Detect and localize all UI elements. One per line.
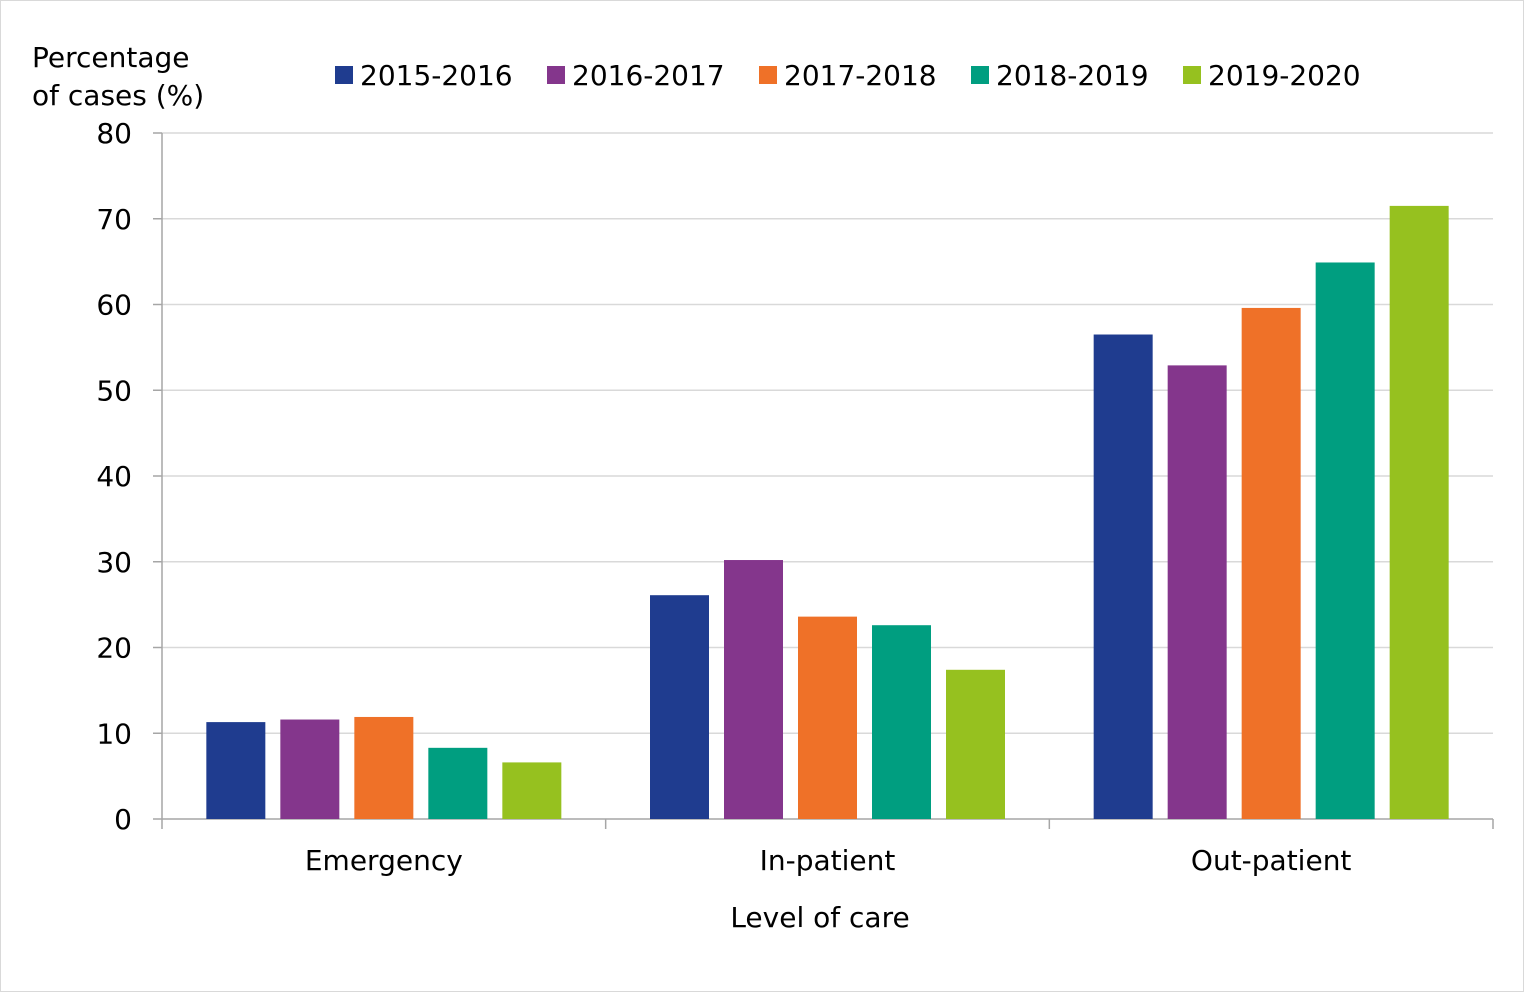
y-tick-label-80: 80 (96, 117, 132, 150)
bar-in-patient-2018-2019 (872, 625, 931, 819)
legend-label-2019-2020: 2019-2020 (1208, 59, 1361, 92)
x-tick-label-in-patient: In-patient (760, 844, 896, 877)
legend: 2015-2016 2016-2017 2017-2018 2018-2019 2019… (335, 59, 1361, 92)
y-axis-label-line-2: of cases (%) (32, 79, 204, 112)
bar-in-patient-2017-2018 (798, 616, 857, 819)
bar-out-patient-2019-2020 (1389, 205, 1449, 819)
y-axis-label-line-1: Percentage (32, 41, 190, 74)
bar-in-patient-2016-2017 (724, 560, 783, 819)
legend-label-2017-2018: 2017-2018 (784, 59, 937, 92)
legend-item-2015-2016: 2015-2016 (335, 59, 513, 92)
y-tick-label-30: 30 (96, 546, 132, 579)
legend-label-2018-2019: 2018-2019 (996, 59, 1149, 92)
bar-in-patient-2019-2020 (946, 669, 1005, 819)
legend-swatch-2016-2017 (547, 66, 565, 84)
x-tick-label-out-patient: Out-patient (1191, 844, 1352, 877)
legend-item-2017-2018: 2017-2018 (759, 59, 937, 92)
y-tick-label-70: 70 (96, 203, 132, 236)
bar-emergency-2016-2017 (280, 719, 340, 819)
y-tick-label-50: 50 (96, 374, 132, 407)
bar-out-patient-2017-2018 (1241, 307, 1301, 819)
legend-swatch-2018-2019 (971, 66, 989, 84)
x-tick-labels: Emergency In-patient Out-patient (161, 819, 1494, 877)
legend-swatch-2015-2016 (335, 66, 353, 84)
bar-out-patient-2015-2016 (1093, 334, 1153, 819)
legend-label-2016-2017: 2016-2017 (572, 59, 725, 92)
legend-label-2015-2016: 2015-2016 (360, 59, 513, 92)
x-axis-label: Level of care (730, 901, 909, 934)
gridlines (162, 132, 1493, 734)
y-tick-label-0: 0 (114, 803, 132, 836)
bar-out-patient-2018-2019 (1315, 262, 1375, 819)
legend-item-2018-2019: 2018-2019 (971, 59, 1149, 92)
bar-emergency-2019-2020 (502, 762, 562, 819)
bar-in-patient-2015-2016 (650, 595, 709, 819)
y-tick-label-20: 20 (96, 632, 132, 665)
legend-item-2016-2017: 2016-2017 (547, 59, 725, 92)
bar-emergency-2017-2018 (354, 716, 414, 819)
x-tick-label-emergency: Emergency (305, 844, 463, 877)
bar-emergency-2018-2019 (428, 747, 488, 819)
y-tick-label-10: 10 (96, 717, 132, 750)
y-tick-label-40: 40 (96, 460, 132, 493)
y-tick-labels: 0 10 20 30 40 50 60 70 80 (96, 117, 162, 836)
legend-swatch-2019-2020 (1183, 66, 1201, 84)
y-tick-label-60: 60 (96, 289, 132, 322)
legend-swatch-2017-2018 (759, 66, 777, 84)
bars (206, 205, 1449, 819)
bar-out-patient-2016-2017 (1167, 365, 1227, 819)
legend-item-2019-2020: 2019-2020 (1183, 59, 1361, 92)
bar-emergency-2015-2016 (206, 722, 266, 819)
